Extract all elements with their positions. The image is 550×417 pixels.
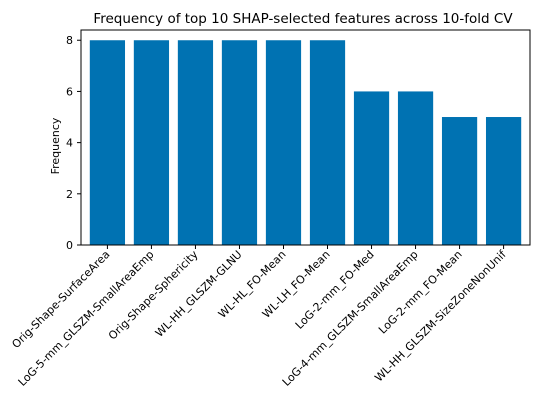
bar-10 [485,117,522,245]
x-tick-label: LoG-2-mm_FO-Mean [376,248,465,337]
bar-1 [89,40,126,245]
bar-2 [133,40,170,245]
bar-8 [397,91,434,246]
plot-frame [80,29,531,246]
bar-3 [177,40,214,245]
y-tick-label: 0 [66,239,73,252]
bars-group [89,40,522,246]
chart-title: Frequency of top 10 SHAP-selected featur… [93,11,513,27]
y-axis-label: Frequency [49,117,62,174]
y-tick-label: 6 [66,85,73,98]
y-axis-ticks: 0 2 4 6 8 [66,34,81,252]
x-tick-label: WL-HH_GLSZM-GLNU [153,248,245,340]
y-tick-label: 8 [66,34,73,47]
y-tick-label: 2 [66,188,73,201]
x-tick-label: Orig-Shape-Sphericity [106,248,201,343]
bar-7 [353,91,390,246]
bar-6 [309,40,346,245]
x-axis-ticks: Orig-Shape-SurfaceAreaLoG-5-mm_GLSZM-Sma… [9,245,510,389]
bar-9 [441,117,478,245]
bar-5 [265,40,302,245]
x-tick-label: LoG-2-mm_FO-Med [293,248,377,332]
bar-4 [221,40,258,245]
y-tick-label: 4 [66,137,73,150]
